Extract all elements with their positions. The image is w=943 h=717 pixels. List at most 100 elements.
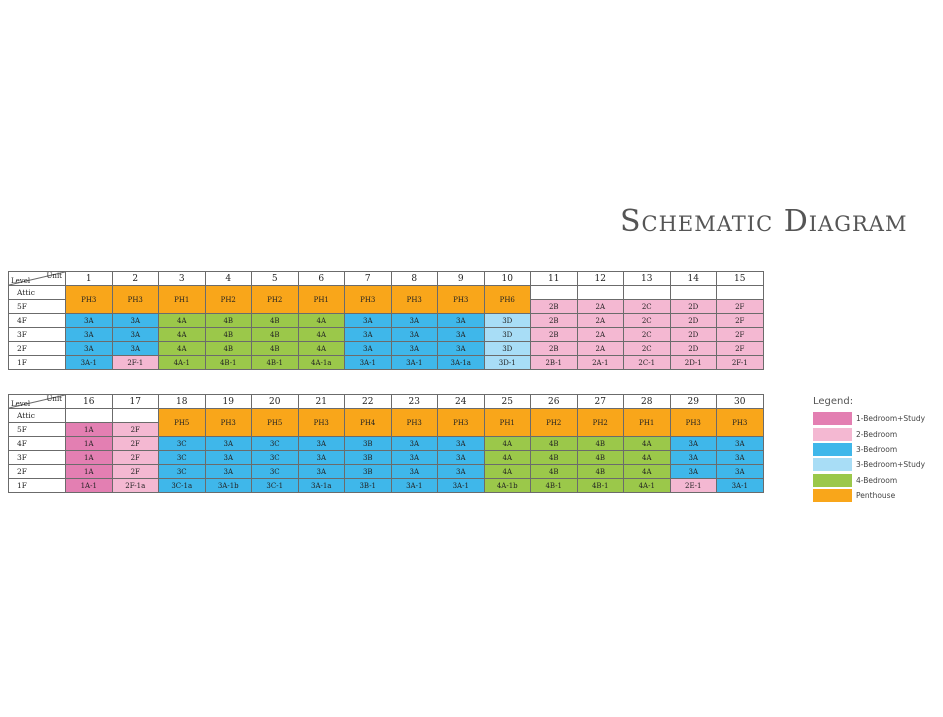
legend-item: 3-Bedroom+Study — [813, 457, 925, 472]
unit-cell: 2C — [623, 313, 671, 328]
unit-cell: 2A — [576, 341, 624, 356]
unit-cell: 3A — [669, 436, 717, 451]
unit-number-header: 21 — [297, 394, 345, 409]
unit-cell: 4B — [576, 436, 624, 451]
unit-cell: PH3 — [716, 408, 764, 437]
unit-cell: 3A — [204, 450, 252, 465]
unit-cell: 4B — [251, 341, 299, 356]
unit-cell: PH3 — [65, 285, 113, 314]
unit-cell: 4B — [204, 313, 252, 328]
unit-cell: 3A — [111, 341, 159, 356]
unit-cell: 3A — [344, 327, 392, 342]
unit-cell: 4A — [158, 327, 206, 342]
level-label: Attic — [8, 408, 66, 423]
unit-number-header: 11 — [530, 271, 578, 286]
unit-cell: 4A-1a — [297, 355, 345, 370]
legend-label: 3-Bedroom — [856, 444, 898, 454]
unit-cell: 4B-1 — [251, 355, 299, 370]
unit-cell: 3A-1a — [437, 355, 485, 370]
unit-cell: PH3 — [437, 408, 485, 437]
unit-cell: PH3 — [390, 408, 438, 437]
unit-cell: 3A — [716, 450, 764, 465]
unit-cell: 2F — [716, 341, 764, 356]
level-header-label: Level — [11, 400, 31, 408]
unit-cell: 2D — [669, 341, 717, 356]
corner-diagonal-line — [9, 395, 65, 408]
level-header-label: Level — [11, 277, 31, 285]
unit-number-header: 7 — [344, 271, 392, 286]
unit-cell: 4B — [530, 436, 578, 451]
unit-cell: 4A-1 — [623, 478, 671, 493]
level-label: 2F — [8, 464, 66, 479]
unit-cell: 3A — [390, 464, 438, 479]
unit-cell-empty — [669, 285, 717, 300]
unit-cell: PH5 — [251, 408, 299, 437]
unit-cell: 2B — [530, 299, 578, 314]
legend-swatch — [813, 442, 852, 456]
unit-cell: 3B — [344, 450, 392, 465]
unit-cell: 3A-1 — [65, 355, 113, 370]
unit-cell: 4A — [158, 313, 206, 328]
unit-level-corner: Unit Level — [8, 271, 66, 286]
legend: Legend: 1-Bedroom+Study 2-Bedroom 3-Bedroo… — [813, 396, 925, 503]
unit-number-header: 18 — [158, 394, 206, 409]
legend-item: Penthouse — [813, 488, 925, 503]
unit-cell: 3A — [65, 341, 113, 356]
unit-number-header: 15 — [716, 271, 764, 286]
unit-number-header: 6 — [297, 271, 345, 286]
legend-item: 3-Bedroom — [813, 442, 925, 457]
legend-label: 4-Bedroom — [856, 475, 898, 485]
unit-cell: PH3 — [111, 285, 159, 314]
unit-cell: 3C — [251, 464, 299, 479]
unit-cell: PH1 — [623, 408, 671, 437]
unit-number-header: 19 — [204, 394, 252, 409]
unit-cell: 3A — [437, 464, 485, 479]
unit-cell: 3A-1 — [716, 478, 764, 493]
unit-cell: 3A — [437, 450, 485, 465]
unit-cell: 2F-1a — [111, 478, 159, 493]
unit-cell: 4A — [297, 313, 345, 328]
unit-cell: 2A — [576, 299, 624, 314]
unit-cell: 4A — [623, 436, 671, 451]
unit-cell: 2F — [111, 450, 159, 465]
unit-cell: 3A — [344, 313, 392, 328]
unit-cell-empty — [716, 285, 764, 300]
unit-cell: 4A — [158, 341, 206, 356]
unit-cell: 3C — [251, 436, 299, 451]
unit-cell: 3A — [344, 341, 392, 356]
unit-cell: 2F — [716, 299, 764, 314]
legend-swatch — [813, 458, 852, 472]
unit-number-header: 4 — [204, 271, 252, 286]
unit-cell-empty — [111, 408, 159, 423]
unit-cell: 2A — [576, 327, 624, 342]
level-label: 3F — [8, 327, 66, 342]
unit-cell: 2A — [576, 313, 624, 328]
unit-number-header: 20 — [251, 394, 299, 409]
unit-cell: 4A — [297, 327, 345, 342]
unit-level-corner: Unit Level — [8, 394, 66, 409]
unit-cell: 3A — [390, 327, 438, 342]
unit-cell: 2B — [530, 327, 578, 342]
legend-swatch — [813, 412, 852, 426]
legend-label: Penthouse — [856, 491, 896, 501]
unit-number-header: 28 — [623, 394, 671, 409]
unit-cell: 3B — [344, 464, 392, 479]
unit-cell: 2F — [111, 464, 159, 479]
unit-cell: 3A — [669, 464, 717, 479]
unit-number-header: 29 — [669, 394, 717, 409]
unit-cell: 3A — [297, 436, 345, 451]
unit-cell: 3A-1 — [344, 355, 392, 370]
legend-item: 1-Bedroom+Study — [813, 411, 925, 426]
unit-cell: 3A-1a — [297, 478, 345, 493]
unit-number-header: 9 — [437, 271, 485, 286]
unit-cell: 3A — [716, 436, 764, 451]
unit-cell: 2D-1 — [669, 355, 717, 370]
unit-cell: 2D — [669, 327, 717, 342]
unit-number-header: 24 — [437, 394, 485, 409]
unit-header-label: Unit — [46, 272, 62, 281]
unit-cell: PH3 — [297, 408, 345, 437]
legend-swatch — [813, 427, 852, 441]
unit-number-header: 1 — [65, 271, 113, 286]
unit-cell: 4B-1 — [576, 478, 624, 493]
unit-number-header: 3 — [158, 271, 206, 286]
